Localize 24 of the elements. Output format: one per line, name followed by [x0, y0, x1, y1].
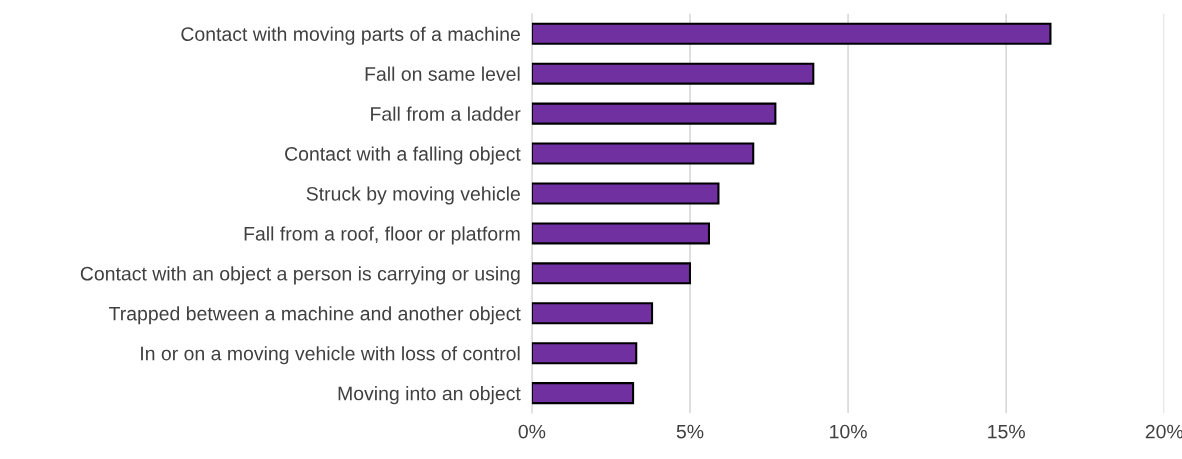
bar — [531, 302, 654, 325]
y-tick-label: Fall on same level — [365, 66, 520, 81]
bar — [531, 262, 692, 285]
y-tick-label: Contact with an object a person is carrying or using — [80, 266, 520, 285]
y-tick-label: In or on a moving vehicle with loss of control — [141, 346, 520, 365]
bar — [531, 22, 1052, 45]
x-tick-label: 0% — [518, 424, 546, 439]
bar — [531, 62, 815, 85]
bar — [531, 182, 720, 205]
bar — [531, 342, 638, 365]
bar — [531, 222, 710, 245]
bar — [531, 142, 755, 165]
y-tick-label: Struck by moving vehicle — [306, 186, 520, 205]
y-tick-label: Fall from a ladder — [371, 106, 521, 121]
y-tick-label: Contact with moving parts of a machine — [181, 26, 520, 45]
y-tick-label: Fall from a roof, floor or platform — [244, 226, 520, 245]
x-tick-label: 10% — [830, 424, 867, 439]
y-tick-label: Contact with a falling object — [285, 146, 521, 165]
y-tick-label: Trapped between a machine and another object — [109, 306, 521, 325]
x-tick-label: 5% — [676, 424, 704, 439]
x-tick-label: 15% — [988, 424, 1025, 439]
bar — [531, 382, 635, 405]
bar — [531, 102, 777, 125]
y-tick-label: Moving into an object — [338, 386, 521, 405]
